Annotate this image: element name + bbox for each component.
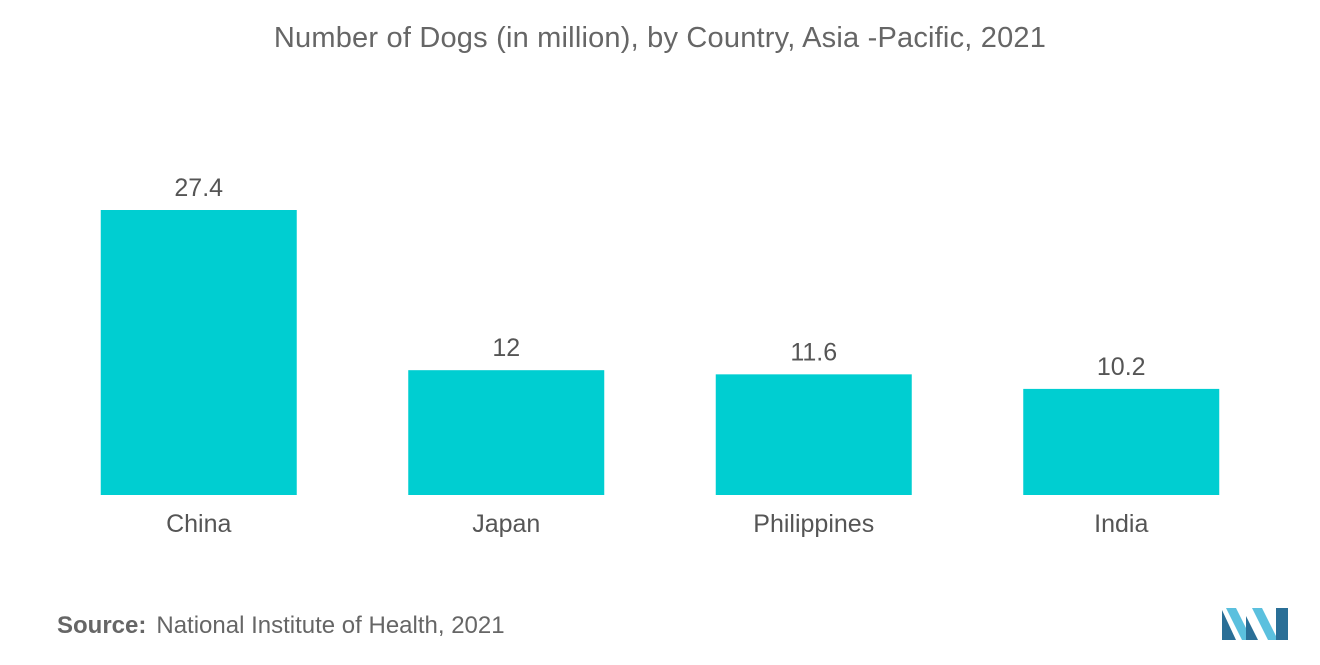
bar-china <box>100 210 297 495</box>
chart-title: Number of Dogs (in million), by Country,… <box>273 22 1047 54</box>
value-label-japan: 12 <box>492 334 520 362</box>
source-label: Source: <box>57 612 147 639</box>
source-text: National Institute of Health, 2021 <box>156 612 505 639</box>
bar-india <box>1023 388 1220 495</box>
value-label-india: 10.2 <box>1097 353 1146 381</box>
category-label-philippines: Philippines <box>753 510 874 538</box>
category-label-japan: Japan <box>472 510 540 538</box>
bar-philippines <box>715 374 912 495</box>
bar-japan <box>408 370 605 495</box>
source-line: Source: National Institute of Health, 202… <box>57 612 505 640</box>
value-label-philippines: 11.6 <box>790 338 837 366</box>
mordor-intelligence-logo-icon <box>1222 608 1288 640</box>
value-label-china: 27.4 <box>174 174 223 202</box>
category-label-india: India <box>1094 510 1148 538</box>
category-label-china: China <box>166 510 231 538</box>
